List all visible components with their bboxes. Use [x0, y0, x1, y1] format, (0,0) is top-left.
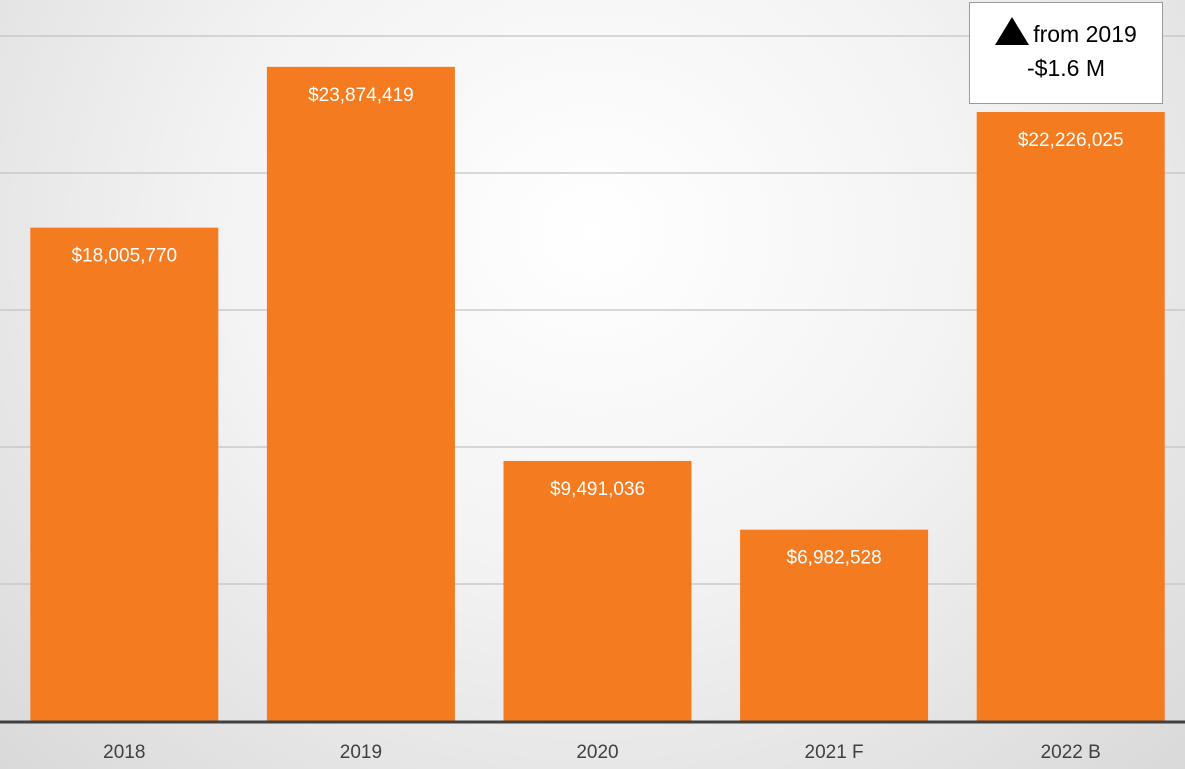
x-tick-label: 2019: [340, 742, 382, 763]
bar-2020: [504, 461, 692, 721]
bar-2022-b: [977, 112, 1165, 721]
data-labels: $18,005,770 $23,874,419 $9,491,036 $6,982,5…: [71, 85, 1123, 569]
x-tick-label: 2021 F: [805, 742, 864, 763]
data-label: $22,226,025: [1018, 130, 1124, 151]
bars: [30, 67, 1164, 721]
data-label: $23,874,419: [308, 85, 414, 106]
data-label: $6,982,528: [787, 548, 882, 569]
x-tick-label: 2022 B: [1041, 742, 1101, 763]
data-label: $9,491,036: [550, 479, 645, 500]
bar-2019: [267, 67, 455, 721]
bar-2018: [30, 228, 218, 721]
up-triangle-icon: [995, 17, 1029, 45]
annotation-box: from 2019 -$1.6 M: [969, 2, 1163, 104]
x-tick-label: 2020: [576, 742, 618, 763]
annotation-text-2: -$1.6 M: [970, 55, 1162, 82]
x-axis-tick-labels: 2018 2019 2020 2021 F 2022 B: [103, 742, 1101, 763]
x-tick-label: 2018: [103, 742, 145, 763]
annotation-line-1: from 2019: [970, 17, 1162, 48]
annotation-text-1: from 2019: [1033, 21, 1137, 47]
data-label: $18,005,770: [71, 246, 177, 267]
